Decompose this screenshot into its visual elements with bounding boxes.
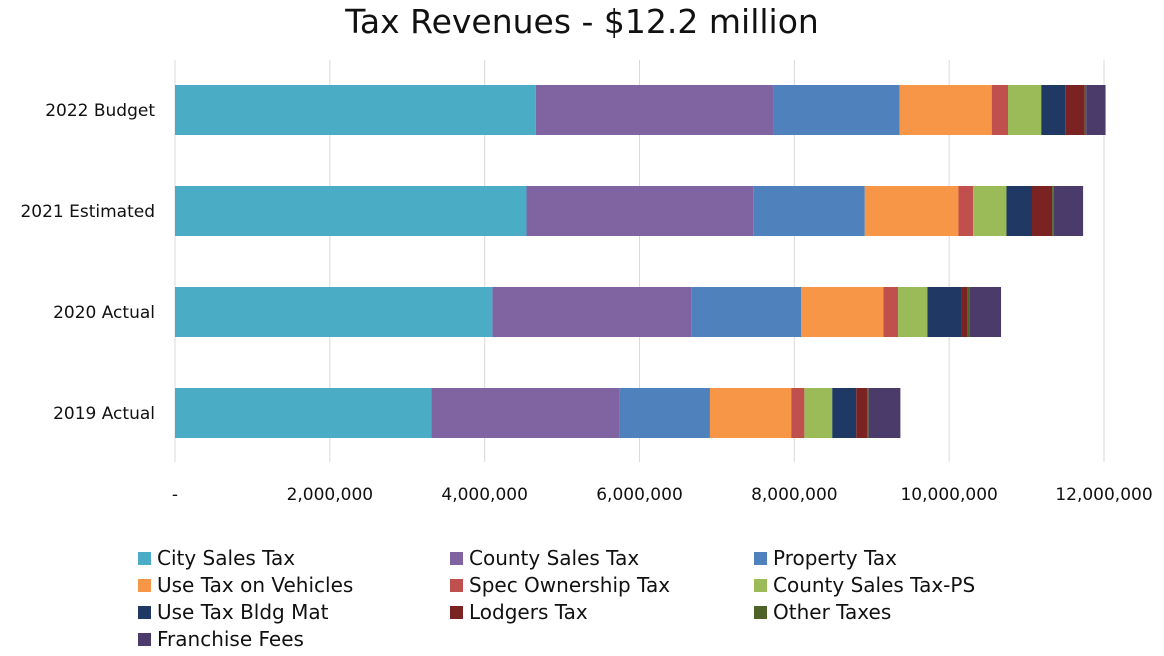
bar-segment-2-9 xyxy=(969,287,1002,337)
x-tick-label-4: 8,000,000 xyxy=(751,485,838,505)
bar-segment-0-5 xyxy=(1008,85,1042,135)
category-labels: 2022 Budget 2021 Estimated 2020 Actual 2019… xyxy=(20,101,155,424)
bar-segment-2-6 xyxy=(927,287,962,337)
legend-swatch-4 xyxy=(450,578,463,592)
legend-label-0: City Sales Tax xyxy=(157,546,296,570)
legend-swatch-8 xyxy=(754,605,767,619)
bar-segment-1-9 xyxy=(1053,186,1084,236)
legend-item-9: Franchise Fees xyxy=(138,627,304,651)
bar-segment-0-1 xyxy=(535,85,774,135)
bar-segment-2-2 xyxy=(691,287,802,337)
chart-title: Tax Revenues - $12.2 million xyxy=(345,2,819,41)
bar-segment-1-0 xyxy=(175,186,527,236)
bar-segment-1-1 xyxy=(526,186,754,236)
legend-item-3: Use Tax on Vehicles xyxy=(138,573,353,597)
bar-segment-3-7 xyxy=(856,388,868,438)
bar-segment-0-9 xyxy=(1086,85,1106,135)
legend-label-1: County Sales Tax xyxy=(469,546,640,570)
legend-swatch-3 xyxy=(138,578,151,592)
legend-swatch-9 xyxy=(138,632,151,646)
legend-label-7: Lodgers Tax xyxy=(469,600,588,624)
x-tick-label-6: 12,000,000 xyxy=(1055,485,1152,505)
bar-segment-3-3 xyxy=(709,388,792,438)
bar-segment-2-7 xyxy=(961,287,968,337)
legend-label-2: Property Tax xyxy=(773,546,897,570)
bar-segment-1-6 xyxy=(1006,186,1033,236)
bar-segment-1-3 xyxy=(864,186,959,236)
legend-item-7: Lodgers Tax xyxy=(450,600,588,624)
bar-segment-2-3 xyxy=(801,287,884,337)
legend-label-5: County Sales Tax-PS xyxy=(773,573,976,597)
legend-swatch-0 xyxy=(138,551,151,565)
legend-swatch-7 xyxy=(450,605,463,619)
bar-segment-3-0 xyxy=(175,388,432,438)
legend-item-5: County Sales Tax-PS xyxy=(754,573,975,597)
x-axis-tick-labels: - 2,000,000 4,000,000 6,000,000 8,000,000 10,… xyxy=(172,485,1153,505)
bar-segment-1-8 xyxy=(1052,186,1054,236)
legend-item-4: Spec Ownership Tax xyxy=(450,573,670,597)
category-label-2: 2020 Actual xyxy=(53,303,155,323)
x-tick-label-5: 10,000,000 xyxy=(900,485,997,505)
bar-segment-3-4 xyxy=(791,388,805,438)
x-tick-label-2: 4,000,000 xyxy=(441,485,528,505)
x-tick-label-3: 6,000,000 xyxy=(596,485,683,505)
legend-item-1: County Sales Tax xyxy=(450,546,639,570)
bar-segment-0-7 xyxy=(1065,85,1085,135)
bar-segment-0-3 xyxy=(899,85,992,135)
bar-segment-2-1 xyxy=(492,287,692,337)
bar-segment-3-2 xyxy=(619,388,710,438)
bar-segment-3-5 xyxy=(804,388,833,438)
bar-segment-2-8 xyxy=(967,287,970,337)
legend-label-6: Use Tax Bldg Mat xyxy=(157,600,329,624)
legend-label-3: Use Tax on Vehicles xyxy=(157,573,354,597)
bar-segment-1-5 xyxy=(973,186,1007,236)
legend-swatch-1 xyxy=(450,551,463,565)
bar-segment-0-4 xyxy=(991,85,1009,135)
bar-segment-2-4 xyxy=(883,287,899,337)
bar-segment-3-8 xyxy=(867,388,869,438)
legend-item-2: Property Tax xyxy=(754,546,897,570)
category-label-0: 2022 Budget xyxy=(45,101,155,121)
legend-item-8: Other Taxes xyxy=(754,600,891,624)
bar-segment-3-1 xyxy=(431,388,620,438)
bar-segment-1-4 xyxy=(958,186,974,236)
bar-segment-3-6 xyxy=(832,388,857,438)
bar-segment-0-2 xyxy=(773,85,900,135)
category-label-3: 2019 Actual xyxy=(53,404,155,424)
bar-segment-2-5 xyxy=(898,287,928,337)
bar-segment-0-6 xyxy=(1041,85,1066,135)
legend-swatch-6 xyxy=(138,605,151,619)
chart-plot-area: 2022 Budget 2021 Estimated 2020 Actual 2019… xyxy=(20,60,1153,505)
x-tick-label-0: - xyxy=(172,485,178,505)
bar-segments xyxy=(175,85,1106,438)
legend-item-0: City Sales Tax xyxy=(138,546,295,570)
legend-label-4: Spec Ownership Tax xyxy=(469,573,671,597)
bar-segment-2-0 xyxy=(175,287,493,337)
legend-item-6: Use Tax Bldg Mat xyxy=(138,600,328,624)
bar-segment-1-2 xyxy=(753,186,865,236)
x-tick-label-1: 2,000,000 xyxy=(287,485,374,505)
legend-label-8: Other Taxes xyxy=(773,600,892,624)
bar-segment-3-9 xyxy=(868,388,901,438)
legend-swatch-2 xyxy=(754,551,767,565)
bar-segment-1-7 xyxy=(1032,186,1053,236)
bar-segment-0-0 xyxy=(175,85,536,135)
legend-label-9: Franchise Fees xyxy=(157,627,304,651)
bar-segment-0-8 xyxy=(1084,85,1087,135)
category-label-1: 2021 Estimated xyxy=(20,202,155,222)
legend-swatch-5 xyxy=(754,578,767,592)
